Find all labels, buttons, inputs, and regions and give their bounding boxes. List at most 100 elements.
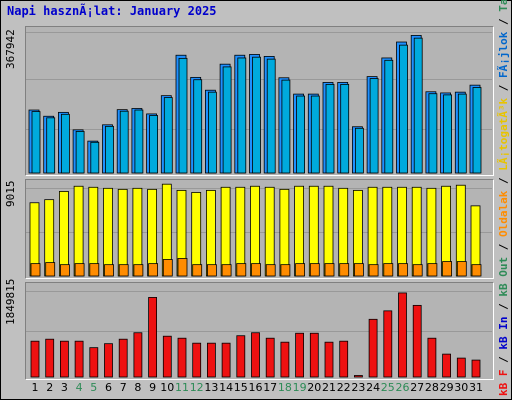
legend-latogatok: LÃ¡togatÃ³k <box>497 97 510 171</box>
bar-oldalak <box>193 79 203 174</box>
legend-sep: / <box>497 237 510 257</box>
legend-talalatok: TalÃ¡latok <box>497 0 510 12</box>
bar-oldalak <box>340 83 350 174</box>
bar-kb <box>383 310 393 378</box>
x-tick-label: 20 <box>307 381 322 394</box>
bar-latogatok <box>412 264 423 277</box>
bar-kb <box>192 342 202 378</box>
bar-latogatok <box>456 261 467 277</box>
x-tick-label: 12 <box>189 381 204 394</box>
bar-latogatok <box>221 264 232 277</box>
bar-latogatok <box>427 263 438 277</box>
x-tick-label: 26 <box>395 381 410 394</box>
bar-kb <box>251 332 260 378</box>
bar-fajlok <box>323 185 334 277</box>
bar-kb <box>265 337 275 378</box>
bar-latogatok <box>442 261 453 277</box>
bar-fajlok <box>103 187 113 277</box>
bar-kb <box>412 304 422 378</box>
bar-kb <box>427 337 437 378</box>
x-tick-label: 21 <box>322 381 336 394</box>
x-tick-label: 6 <box>105 381 112 394</box>
x-axis-labels: 1 2 3 4 5 6 7 8 9 10 11 12 13 14 15 16 17 18 19 20 21 22 23 24 2… <box>1 381 511 397</box>
x-tick-label: 23 <box>351 381 366 394</box>
bar-kb <box>280 341 290 378</box>
x-tick-label: 8 <box>134 381 142 394</box>
bar-kb <box>45 338 55 378</box>
bar-oldalak <box>46 117 56 174</box>
bar-kb <box>456 357 466 378</box>
bar-oldalak <box>310 95 320 174</box>
bar-oldalak <box>119 110 129 174</box>
x-tick-label: 5 <box>90 381 98 394</box>
bar-latogatok <box>280 264 291 277</box>
x-tick-label: 11 <box>175 381 189 394</box>
bar-kb <box>398 292 407 378</box>
bar-latogatok <box>148 263 159 277</box>
bar-kb <box>148 297 158 378</box>
bar-fajlok <box>235 186 246 277</box>
bar-oldalak <box>237 57 247 174</box>
bar-kb <box>60 340 69 378</box>
bar-kb <box>118 338 128 378</box>
bar-fajlok <box>220 186 231 277</box>
bar-fajlok <box>132 187 143 277</box>
bar-latogatok <box>30 263 41 277</box>
bar-fajlok <box>382 186 393 277</box>
x-tick-label: 17 <box>263 381 278 394</box>
x-tick-label: 16 <box>248 381 263 394</box>
bar-oldalak <box>384 59 394 174</box>
bar-oldalak <box>207 91 217 174</box>
x-tick-label: 19 <box>292 381 307 394</box>
bar-kb <box>309 332 319 378</box>
bar-kb <box>133 332 143 378</box>
bar-oldalak <box>399 44 408 174</box>
x-tick-label: 18 <box>277 381 292 394</box>
x-tick-label: 15 <box>233 381 248 394</box>
x-tick-label: 29 <box>439 381 454 394</box>
bar-oldalak <box>413 37 423 174</box>
bar-fajlok <box>264 186 275 277</box>
bar-latogatok <box>206 264 217 277</box>
bar-latogatok <box>324 263 335 277</box>
bar-latogatok <box>192 264 203 277</box>
bar-latogatok <box>177 258 188 277</box>
bar-latogatok <box>353 263 364 277</box>
bar-latogatok <box>368 264 379 277</box>
bar-oldalak <box>369 78 379 174</box>
bar-fajlok <box>308 185 319 277</box>
bar-oldalak <box>75 131 85 174</box>
x-tick-label: 30 <box>454 381 469 394</box>
bar-fajlok <box>88 186 99 277</box>
bar-fajlok <box>147 188 158 277</box>
bar-kb <box>89 347 99 378</box>
bar-latogatok <box>118 264 129 277</box>
x-tick-label: 13 <box>204 381 219 394</box>
bar-kb <box>368 318 378 378</box>
bar-kb <box>339 340 349 378</box>
bar-latogatok <box>398 263 408 277</box>
bar-latogatok <box>162 259 173 277</box>
bar-latogatok <box>236 263 247 277</box>
bar-fajlok <box>367 186 378 277</box>
x-tick-label: 10 <box>160 381 175 394</box>
x-tick-label: 1 <box>31 381 39 394</box>
legend-sep: / <box>497 296 510 317</box>
legend-kb-in: kB In <box>497 316 510 350</box>
bar-kb <box>295 332 305 378</box>
chart-title: Napi hasznÃ¡lat: January 2025 <box>7 4 217 18</box>
bar-oldalak <box>457 93 467 174</box>
legend-sep: / <box>497 11 510 32</box>
bar-fajlok <box>426 187 437 277</box>
bar-oldalak <box>222 66 232 174</box>
bar-latogatok <box>295 263 306 277</box>
bar-fajlok <box>59 191 69 277</box>
bar-kb <box>353 375 363 378</box>
bar-kb <box>221 342 231 378</box>
bar-oldalak <box>443 94 453 174</box>
legend: kB F / kB In / kB Out / Oldalak / LÃ¡tog… <box>497 0 510 396</box>
bar-oldalak <box>428 93 438 174</box>
legend-sep: / <box>497 78 510 98</box>
